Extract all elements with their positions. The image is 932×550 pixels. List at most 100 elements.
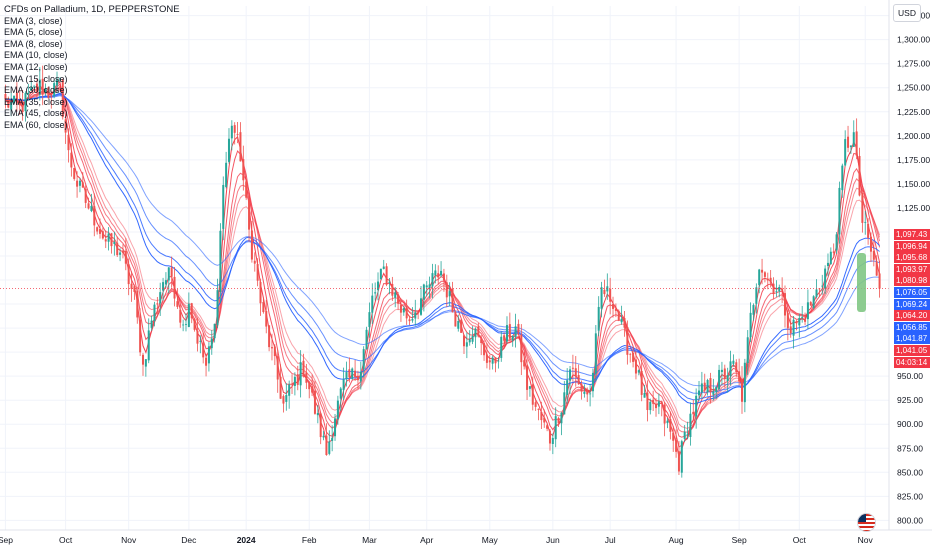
candle bbox=[127, 258, 130, 296]
ema-12-line bbox=[5, 87, 881, 430]
candle bbox=[551, 433, 554, 455]
indicator-label[interactable]: EMA (30, close) bbox=[4, 85, 68, 96]
candle bbox=[569, 366, 572, 395]
chart-legend: CFDs on Palladium, 1D, PEPPERSTONE EMA (… bbox=[4, 4, 180, 132]
candle bbox=[308, 380, 311, 399]
candle bbox=[205, 353, 208, 377]
candle bbox=[90, 193, 93, 213]
candle bbox=[110, 232, 113, 254]
candle bbox=[758, 268, 761, 294]
indicator-label[interactable]: EMA (60, close) bbox=[4, 119, 68, 130]
candle bbox=[462, 334, 465, 354]
candle bbox=[388, 278, 391, 295]
candle bbox=[655, 398, 658, 417]
candle bbox=[156, 296, 159, 315]
x-tick-label: Sep bbox=[732, 535, 747, 545]
candle bbox=[67, 128, 70, 163]
candle bbox=[33, 84, 36, 89]
candle bbox=[838, 181, 841, 244]
price-tag: 1,080.98 bbox=[894, 275, 930, 287]
candle bbox=[872, 240, 875, 267]
candle bbox=[546, 423, 549, 432]
y-tick-label: 800.00 bbox=[897, 515, 923, 525]
candle bbox=[629, 353, 632, 363]
candle bbox=[382, 259, 385, 270]
candle bbox=[520, 324, 523, 376]
candle bbox=[21, 90, 24, 121]
price-tag: 1,041.87 bbox=[894, 333, 930, 345]
candle bbox=[325, 423, 328, 456]
candle bbox=[861, 189, 864, 233]
candle bbox=[402, 305, 405, 316]
us-flag-icon[interactable] bbox=[857, 513, 876, 532]
price-tag: 1,095.68 bbox=[894, 252, 930, 264]
candle bbox=[571, 354, 574, 382]
candle bbox=[305, 363, 308, 390]
candle bbox=[64, 115, 67, 144]
candle bbox=[130, 271, 133, 302]
candle bbox=[414, 299, 417, 326]
candle bbox=[480, 335, 483, 356]
candle bbox=[451, 281, 454, 313]
candle bbox=[634, 351, 637, 380]
candle bbox=[471, 326, 474, 345]
indicator-label[interactable]: EMA (10, close) bbox=[4, 50, 68, 61]
candle bbox=[176, 288, 179, 310]
candle bbox=[302, 353, 305, 378]
candle bbox=[35, 78, 38, 99]
candle bbox=[832, 243, 835, 257]
currency-button[interactable]: USD bbox=[893, 4, 921, 22]
candle bbox=[812, 295, 815, 310]
candle bbox=[804, 312, 807, 326]
x-tick-label: Oct bbox=[793, 535, 807, 545]
candle bbox=[672, 425, 675, 452]
candle bbox=[141, 352, 145, 376]
candle bbox=[560, 411, 563, 436]
candle bbox=[749, 302, 752, 343]
candle bbox=[589, 383, 592, 407]
candle bbox=[213, 323, 216, 343]
candle bbox=[847, 125, 850, 153]
indicator-label[interactable]: EMA (12, close) bbox=[4, 61, 68, 72]
indicator-label[interactable]: EMA (15, close) bbox=[4, 73, 68, 84]
candle bbox=[735, 359, 738, 377]
candle bbox=[683, 425, 686, 442]
candle bbox=[391, 276, 394, 301]
candle bbox=[359, 361, 362, 390]
price-tag: 1,096.94 bbox=[894, 240, 930, 252]
candle bbox=[119, 248, 122, 262]
indicator-label[interactable]: EMA (35, close) bbox=[4, 96, 68, 107]
indicator-label[interactable]: EMA (5, close) bbox=[4, 27, 63, 38]
candle bbox=[623, 311, 626, 337]
candle bbox=[574, 356, 577, 387]
indicator-label[interactable]: EMA (3, close) bbox=[4, 15, 63, 26]
candle bbox=[408, 315, 411, 326]
candle bbox=[265, 299, 268, 334]
indicator-label[interactable]: EMA (8, close) bbox=[4, 38, 63, 49]
y-tick-label: 825.00 bbox=[897, 491, 923, 501]
candle bbox=[689, 402, 692, 446]
candle bbox=[124, 238, 127, 271]
candle bbox=[10, 90, 13, 117]
indicator-label[interactable]: EMA (45, close) bbox=[4, 108, 68, 119]
candle bbox=[56, 71, 59, 94]
candle bbox=[164, 272, 167, 288]
candle bbox=[583, 384, 586, 398]
candle bbox=[76, 171, 79, 198]
candle bbox=[96, 226, 99, 235]
candle bbox=[766, 272, 769, 290]
candle bbox=[394, 286, 397, 308]
candle bbox=[296, 365, 299, 391]
ema-8-line bbox=[5, 85, 881, 438]
y-tick-label: 1,225.00 bbox=[897, 107, 930, 117]
indicator-list: EMA (3, close) EMA (5, close) EMA (8, clos… bbox=[4, 16, 180, 132]
candle bbox=[248, 194, 251, 242]
candle bbox=[245, 179, 248, 200]
candle bbox=[488, 354, 491, 370]
candle bbox=[262, 297, 265, 314]
candle bbox=[586, 387, 589, 403]
price-tag: 1,069.24 bbox=[894, 298, 930, 310]
x-tick-label: May bbox=[482, 535, 499, 545]
candle bbox=[597, 296, 600, 337]
